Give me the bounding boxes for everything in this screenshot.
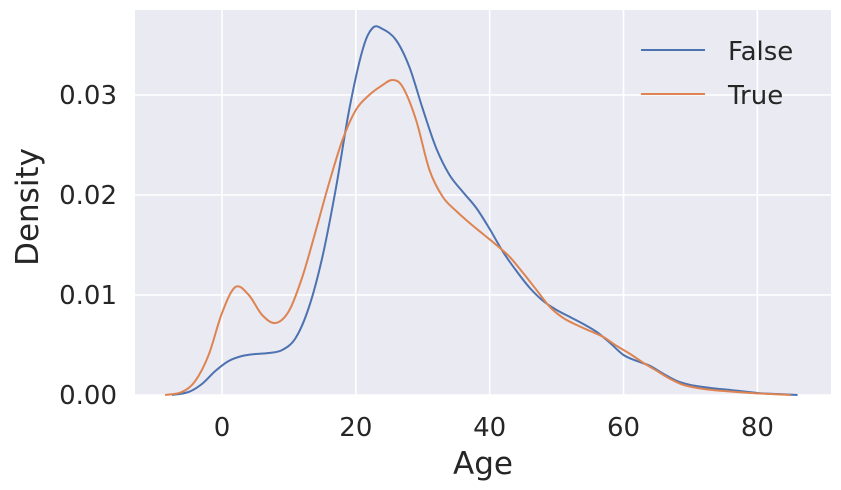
y-tick-label: 0.03: [59, 81, 117, 111]
x-tick-label: 0: [214, 413, 231, 443]
y-tick-labels: 0.00 0.01 0.02 0.03: [59, 81, 117, 411]
y-tick-label: 0.02: [59, 181, 117, 211]
series-line-true: [164, 78, 791, 396]
x-tick-label: 20: [339, 413, 372, 443]
y-axis-label: Density: [10, 148, 46, 266]
x-axis-label: Age: [453, 446, 513, 482]
x-tick-labels: 0 20 40 60 80: [214, 413, 774, 443]
x-tick-label: 60: [607, 413, 640, 443]
plot-area: [135, 10, 831, 395]
x-tick-label: 80: [741, 413, 774, 443]
y-tick-label: 0.01: [59, 281, 117, 311]
y-tick-label: 0.00: [59, 381, 117, 411]
x-tick-label: 40: [473, 413, 506, 443]
series-curves: [164, 25, 798, 396]
legend-label-true: True: [727, 81, 783, 111]
legend-label-false: False: [728, 37, 793, 67]
legend: False True: [641, 37, 793, 111]
